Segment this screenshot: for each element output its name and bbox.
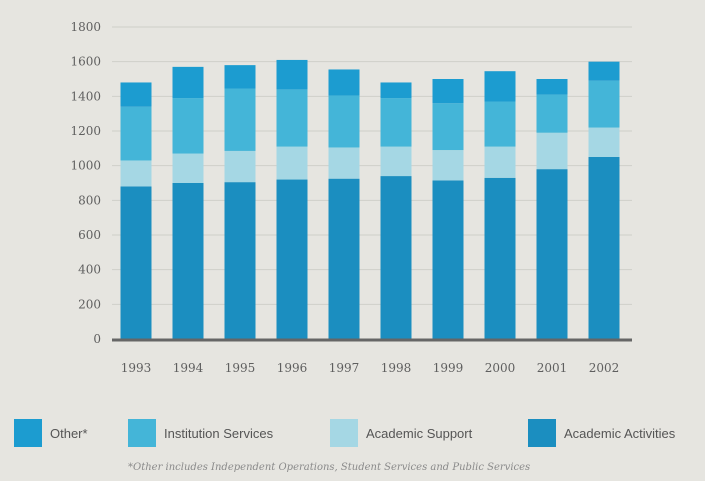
legend-label: Institution Services: [164, 426, 274, 441]
bar-other-1999: [432, 79, 464, 104]
x-tick-label: 1997: [329, 361, 360, 375]
footnote: *Other includes Independent Operations, …: [128, 462, 530, 473]
x-tick-label: 1999: [433, 361, 464, 375]
bar-other-2000: [484, 71, 516, 102]
x-tick-label: 2000: [485, 361, 516, 375]
bar-other-1994: [172, 66, 204, 99]
x-tick-label: 2002: [589, 361, 620, 375]
bar-other-1998: [380, 82, 412, 99]
bar-institution-services-2002: [588, 80, 620, 128]
x-tick-label: 2001: [537, 361, 568, 375]
x-tick-label: 1994: [173, 361, 204, 375]
x-tick-label: 1996: [277, 361, 308, 375]
legend-label: Academic Support: [366, 426, 473, 441]
bar-academic-support-1996: [276, 146, 308, 180]
bars: [120, 59, 620, 339]
bar-other-1995: [224, 65, 256, 89]
x-axis-tick-labels: 1993 1994 1995 1996 1997 1998 1999 2000 2001 2002: [121, 361, 620, 375]
bar-institution-services-1998: [380, 98, 412, 147]
bar-academic-support-1994: [172, 153, 204, 183]
legend-swatch: [128, 419, 156, 447]
y-axis-tick-labels: 0 200 400 600 800 1000 1200 1400 1600 1800: [70, 20, 101, 346]
y-tick-label: 400: [78, 263, 101, 277]
bar-other-2001: [536, 79, 568, 95]
bar-academic-support-2002: [588, 127, 620, 157]
legend-label: Academic Activities: [564, 426, 676, 441]
bar-other-1997: [328, 69, 360, 96]
bar-academic-support-1997: [328, 147, 360, 179]
bar-academic-activities-1995: [224, 182, 256, 339]
bar-other-1996: [276, 59, 308, 90]
bar-other-2002: [588, 61, 620, 81]
bar-institution-services-1999: [432, 103, 464, 151]
y-tick-label: 1800: [70, 20, 101, 34]
y-tick-label: 1600: [70, 55, 101, 69]
legend-label: Other*: [50, 426, 88, 441]
legend-swatch: [528, 419, 556, 447]
bar-academic-support-2000: [484, 146, 516, 178]
bar-academic-support-2001: [536, 132, 568, 170]
bar-academic-activities-1996: [276, 179, 308, 339]
y-tick-label: 600: [78, 228, 101, 242]
bar-academic-support-1998: [380, 146, 412, 177]
y-tick-label: 1000: [70, 159, 101, 173]
bar-academic-activities-1993: [120, 186, 152, 339]
bar-institution-services-2000: [484, 101, 516, 147]
y-tick-label: 200: [78, 297, 101, 311]
x-tick-label: 1995: [225, 361, 256, 375]
bar-other-1993: [120, 82, 152, 107]
bar-academic-activities-1999: [432, 180, 464, 339]
y-tick-label: 0: [93, 332, 101, 346]
bar-institution-services-1996: [276, 89, 308, 147]
y-tick-label: 1400: [70, 89, 101, 103]
bar-institution-services-2001: [536, 94, 568, 133]
bar-academic-activities-2000: [484, 177, 516, 339]
bar-institution-services-1993: [120, 106, 152, 161]
x-tick-label: 1998: [381, 361, 412, 375]
bar-academic-activities-2001: [536, 169, 568, 339]
legend: Other* Institution Services Academic Suppo…: [14, 419, 676, 447]
y-tick-label: 1200: [70, 124, 101, 138]
bar-academic-activities-1994: [172, 183, 204, 339]
x-tick-label: 1993: [121, 361, 152, 375]
y-tick-label: 800: [78, 193, 101, 207]
legend-swatch: [14, 419, 42, 447]
bar-institution-services-1995: [224, 88, 256, 151]
bar-institution-services-1997: [328, 95, 360, 148]
bar-academic-support-1993: [120, 160, 152, 187]
bar-institution-services-1994: [172, 98, 204, 154]
bar-academic-activities-1997: [328, 178, 360, 339]
bar-academic-support-1995: [224, 150, 256, 183]
bar-academic-activities-2002: [588, 157, 620, 339]
legend-swatch: [330, 419, 358, 447]
bar-academic-activities-1998: [380, 176, 412, 339]
bar-academic-support-1999: [432, 150, 464, 181]
